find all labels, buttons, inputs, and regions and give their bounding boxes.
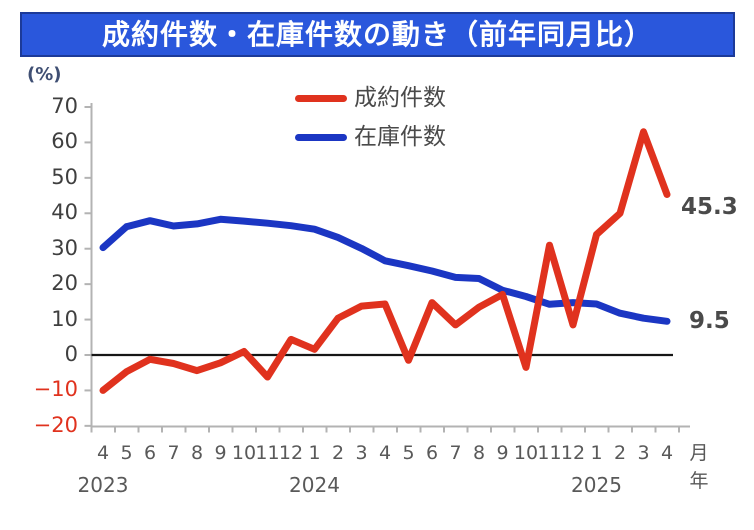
data-label-contracts-latest: 45.3	[681, 194, 738, 220]
x-tick-label: 9	[214, 442, 227, 464]
x-tick-label: 5	[120, 442, 133, 464]
y-tick-label: −10	[33, 377, 78, 402]
x-tick-label: 4	[660, 442, 674, 464]
x-tick-label: 1	[308, 442, 321, 464]
y-tick-label: 20	[51, 271, 78, 296]
y-tick-label: −20	[33, 412, 78, 437]
x-tick-label: 7	[449, 442, 462, 464]
legend-item-label: 在庫件数	[354, 123, 446, 150]
x-tick-label: 2	[613, 442, 627, 464]
x-tick-label: 12	[278, 442, 304, 464]
y-tick-label: 50	[51, 164, 78, 189]
legend-item-inventory: 在庫件数	[295, 123, 446, 151]
x-axis-month-unit: 月	[689, 442, 709, 464]
x-tick-label: 4	[378, 442, 392, 464]
x-tick-label: 8	[472, 442, 486, 464]
x-tick-label: 11	[255, 442, 280, 464]
x-tick-label: 12	[560, 442, 586, 464]
x-year-label: 2023	[77, 473, 129, 497]
data-label-inventory-latest: 9.5	[689, 308, 730, 334]
y-tick-label: 40	[51, 200, 78, 225]
blue-line-swatch-icon	[295, 133, 347, 141]
y-tick-label: 60	[51, 129, 78, 154]
legend-item-label: 成約件数	[354, 84, 446, 111]
chart-title: 成約件数・在庫件数の動き（前年同月比）	[101, 17, 653, 51]
x-tick-label: 10	[231, 442, 257, 464]
legend-item-contracts: 成約件数	[295, 84, 446, 112]
x-tick-label: 4	[96, 442, 110, 464]
x-tick-label: 6	[143, 442, 157, 464]
y-tick-label: 70	[51, 93, 78, 118]
red-line-swatch-icon	[295, 94, 347, 102]
x-tick-label: 8	[190, 442, 204, 464]
title-bar: 成約件数・在庫件数の動き（前年同月比）	[20, 12, 735, 57]
y-tick-label: 30	[51, 235, 78, 260]
x-tick-label: 11	[537, 442, 562, 464]
x-tick-label: 10	[513, 442, 539, 464]
x-tick-label: 9	[496, 442, 509, 464]
x-tick-label: 1	[590, 442, 603, 464]
x-tick-label: 7	[167, 442, 180, 464]
legend: 成約件数 在庫件数	[295, 84, 446, 162]
y-tick-label: 10	[51, 306, 78, 331]
x-year-label: 2024	[289, 473, 340, 497]
y-tick-label: 0	[64, 342, 78, 366]
x-tick-label: 2	[331, 442, 345, 464]
x-tick-label: 3	[355, 442, 368, 464]
x-axis-year-unit: 年	[689, 470, 709, 492]
x-year-label: 2025	[571, 473, 622, 497]
x-tick-label: 6	[425, 442, 439, 464]
x-tick-label: 3	[637, 442, 650, 464]
x-tick-label: 5	[402, 442, 415, 464]
y-axis-unit-label: (%)	[27, 64, 62, 85]
